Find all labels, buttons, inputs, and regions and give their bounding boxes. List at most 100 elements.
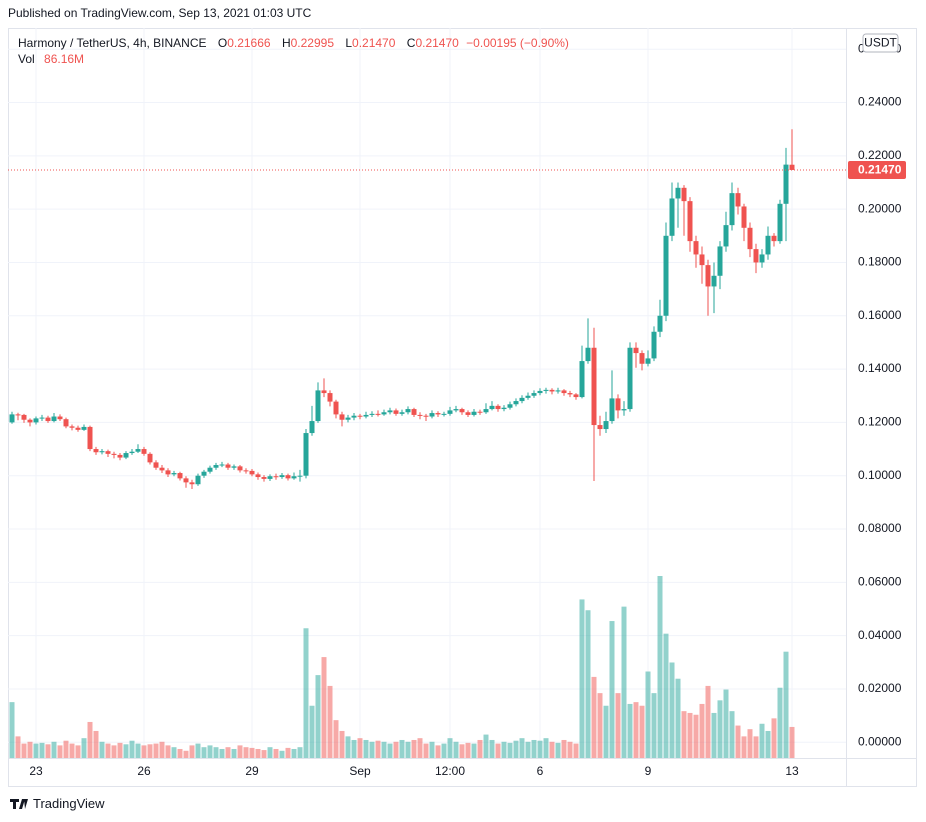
volume-bar (561, 739, 567, 758)
volume-bar (129, 740, 135, 758)
last-price-tag (848, 160, 906, 179)
candle-body (333, 401, 339, 415)
volume-bar (351, 739, 357, 758)
volume-bar (639, 705, 645, 758)
candle-body (729, 193, 735, 226)
candle-body (411, 409, 417, 415)
candle-body (261, 477, 267, 479)
volume-title: Vol (18, 52, 35, 66)
published-note: Published on TradingView.com, Sep 13, 20… (8, 6, 312, 20)
volume-bar (753, 736, 759, 758)
candle-body (201, 471, 207, 476)
candle-body (279, 475, 285, 478)
candle-body (99, 451, 105, 453)
candle-body (243, 470, 249, 472)
candle-body (321, 390, 327, 394)
brand: TradingView (33, 796, 105, 811)
candle-body (621, 409, 627, 411)
volume-bar (429, 741, 435, 758)
candle-body (405, 409, 411, 413)
candle-body (705, 265, 711, 287)
volume-bar (195, 743, 201, 758)
volume-bar (519, 738, 525, 758)
volume-bar (183, 750, 189, 758)
candle-body (111, 453, 117, 455)
candle-body (681, 187, 687, 202)
volume-bar (483, 734, 489, 758)
candle-body (573, 394, 579, 398)
candle-body (27, 419, 33, 423)
volume-bar (345, 736, 351, 758)
volume-bar (273, 748, 279, 758)
volume-bar (423, 743, 429, 758)
volume-bar (501, 741, 507, 758)
candle-body (381, 412, 387, 415)
candle-body (609, 398, 615, 422)
legend-row: Vol 86.16M (18, 51, 569, 67)
volume-bar (291, 748, 297, 758)
volume-bar (81, 738, 87, 758)
volume-bar (15, 736, 21, 758)
candle-body (33, 418, 39, 423)
y-tick-label: 0.22000 (858, 148, 902, 162)
volume-bar (447, 738, 453, 758)
volume-bar (135, 743, 141, 758)
candle-body (57, 416, 63, 420)
candle-body (765, 235, 771, 255)
y-tick-label: 0.20000 (858, 201, 902, 215)
candle-body (771, 235, 777, 242)
volume-bar (399, 739, 405, 758)
volume-bar (309, 705, 315, 758)
candle-body (759, 254, 765, 263)
candle-body (699, 254, 705, 266)
volume-bar (9, 702, 15, 758)
volume-bar (177, 748, 183, 758)
candle-body (177, 473, 183, 479)
x-tick-label: 13 (785, 764, 799, 778)
volume-bar (567, 741, 573, 758)
legend-key: C (406, 36, 416, 50)
candle-body (105, 451, 111, 454)
candle-body (579, 361, 585, 398)
y-tick-label: 0.04000 (858, 628, 902, 642)
candle-body (417, 414, 423, 416)
volume-bar (255, 748, 261, 758)
candle-body (501, 407, 507, 410)
volume-bar (591, 676, 597, 758)
volume-bar (243, 747, 249, 758)
volume-bar (93, 730, 99, 758)
volume-bar (249, 747, 255, 758)
candle-body (45, 417, 51, 422)
candle-body (147, 453, 153, 463)
volume-bar (267, 747, 273, 758)
candle-body (189, 482, 195, 485)
volume-bar (417, 738, 423, 758)
candle-body (693, 241, 699, 255)
candle-body (675, 187, 681, 199)
volume-bar (705, 685, 711, 758)
candle-body (483, 409, 489, 413)
volume-bar (33, 743, 39, 758)
last-price-label: 0.21470 (858, 163, 902, 177)
volume-bar (45, 744, 51, 758)
volume-bar (153, 743, 159, 758)
volume-bar (525, 741, 531, 758)
y-tick-label: 0.06000 (858, 575, 902, 589)
y-tick-label: 0.18000 (858, 255, 902, 269)
candle-body (603, 421, 609, 430)
candle-body (723, 225, 729, 247)
candle-body (747, 227, 753, 250)
legend: Harmony / TetherUS, 4h, BINANCE O0.21666… (18, 35, 569, 67)
volume-bar (675, 678, 681, 758)
volume-bar (165, 745, 171, 758)
volume-bar (723, 689, 729, 758)
candle-body (39, 417, 45, 419)
volume-bar (777, 687, 783, 758)
candle-body (633, 347, 639, 354)
candle-body (477, 411, 483, 413)
candle-body (789, 164, 795, 170)
candle-body (117, 454, 123, 458)
legend-key: O (217, 36, 228, 50)
y-tick-label: 0.16000 (858, 308, 902, 322)
volume-bar (597, 693, 603, 758)
